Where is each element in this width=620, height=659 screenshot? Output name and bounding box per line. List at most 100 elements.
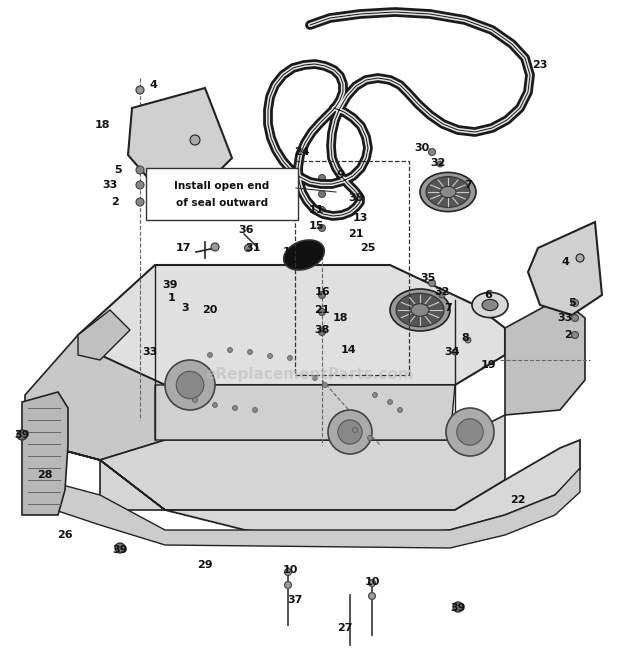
Text: 2: 2 (111, 197, 119, 207)
Circle shape (368, 592, 376, 600)
Circle shape (368, 579, 376, 587)
Text: 18: 18 (332, 313, 348, 323)
Circle shape (136, 166, 144, 174)
Polygon shape (25, 335, 165, 460)
Circle shape (285, 569, 291, 575)
Polygon shape (78, 265, 505, 385)
Text: 32: 32 (435, 287, 449, 297)
Ellipse shape (426, 177, 470, 208)
Circle shape (136, 198, 144, 206)
Ellipse shape (411, 304, 429, 316)
Text: 21: 21 (348, 229, 364, 239)
Text: 11: 11 (308, 205, 324, 215)
Text: 22: 22 (510, 495, 526, 505)
Text: 10: 10 (282, 565, 298, 575)
Text: 2: 2 (564, 330, 572, 340)
Ellipse shape (440, 186, 456, 198)
Text: 39: 39 (112, 545, 128, 555)
Text: 31: 31 (246, 243, 260, 253)
Circle shape (319, 291, 326, 299)
Text: 7: 7 (464, 180, 472, 190)
Text: 20: 20 (202, 305, 218, 315)
Text: 24: 24 (294, 147, 310, 157)
Text: 30: 30 (414, 143, 430, 153)
Text: 39: 39 (14, 430, 30, 440)
Polygon shape (22, 392, 68, 515)
Text: 19: 19 (480, 360, 496, 370)
Text: 36: 36 (238, 225, 254, 235)
Circle shape (446, 408, 494, 456)
FancyBboxPatch shape (146, 168, 298, 220)
Circle shape (17, 430, 27, 440)
Text: 34: 34 (445, 347, 460, 357)
Circle shape (244, 244, 252, 252)
Text: 4: 4 (149, 80, 157, 90)
Ellipse shape (482, 299, 498, 310)
Text: 3: 3 (181, 303, 189, 313)
Text: 10: 10 (365, 577, 379, 587)
Text: 35: 35 (420, 273, 436, 283)
Text: 39: 39 (450, 603, 466, 613)
Text: 26: 26 (57, 530, 73, 540)
Circle shape (247, 349, 252, 355)
Text: 1: 1 (168, 293, 176, 303)
Circle shape (213, 403, 218, 407)
Text: 16: 16 (314, 287, 330, 297)
Text: 7: 7 (444, 303, 452, 313)
Circle shape (319, 328, 326, 335)
Circle shape (228, 347, 232, 353)
Text: 33: 33 (557, 313, 573, 323)
Circle shape (232, 405, 237, 411)
Text: Install open end: Install open end (174, 181, 270, 191)
Ellipse shape (396, 293, 444, 327)
Circle shape (252, 407, 257, 413)
Polygon shape (25, 440, 580, 538)
Polygon shape (25, 460, 580, 548)
Circle shape (368, 436, 373, 440)
Circle shape (136, 86, 144, 94)
Circle shape (338, 420, 362, 444)
Circle shape (190, 135, 200, 145)
Text: 14: 14 (340, 345, 356, 355)
Ellipse shape (390, 289, 450, 331)
Polygon shape (78, 310, 130, 360)
Circle shape (576, 254, 584, 262)
Circle shape (572, 331, 578, 339)
Text: 12: 12 (282, 247, 298, 257)
Text: of seal outward: of seal outward (176, 198, 268, 208)
Text: 32: 32 (430, 158, 446, 168)
Circle shape (319, 308, 326, 316)
Circle shape (388, 399, 392, 405)
Text: eReplacementParts.com: eReplacementParts.com (206, 368, 414, 382)
Text: 23: 23 (533, 60, 547, 70)
Circle shape (322, 382, 327, 387)
Polygon shape (155, 385, 455, 440)
Circle shape (176, 371, 204, 399)
Polygon shape (128, 88, 232, 178)
Circle shape (208, 353, 213, 357)
Circle shape (437, 161, 443, 167)
Circle shape (457, 419, 483, 445)
Circle shape (453, 602, 463, 612)
Ellipse shape (472, 293, 508, 318)
Text: 5: 5 (114, 165, 122, 175)
Text: 33: 33 (102, 180, 118, 190)
Circle shape (288, 355, 293, 360)
Text: 21: 21 (314, 305, 330, 315)
Circle shape (439, 292, 445, 298)
Circle shape (211, 243, 219, 251)
Circle shape (428, 279, 435, 287)
Circle shape (319, 190, 326, 198)
Circle shape (165, 360, 215, 410)
Text: 37: 37 (287, 595, 303, 605)
Text: 5: 5 (568, 298, 576, 308)
Text: 28: 28 (37, 470, 53, 480)
Ellipse shape (284, 240, 324, 270)
Text: 18: 18 (94, 120, 110, 130)
Text: 39: 39 (162, 280, 178, 290)
Circle shape (572, 299, 578, 306)
Text: 29: 29 (197, 560, 213, 570)
Circle shape (465, 337, 471, 343)
Ellipse shape (420, 173, 476, 212)
Polygon shape (528, 222, 602, 315)
